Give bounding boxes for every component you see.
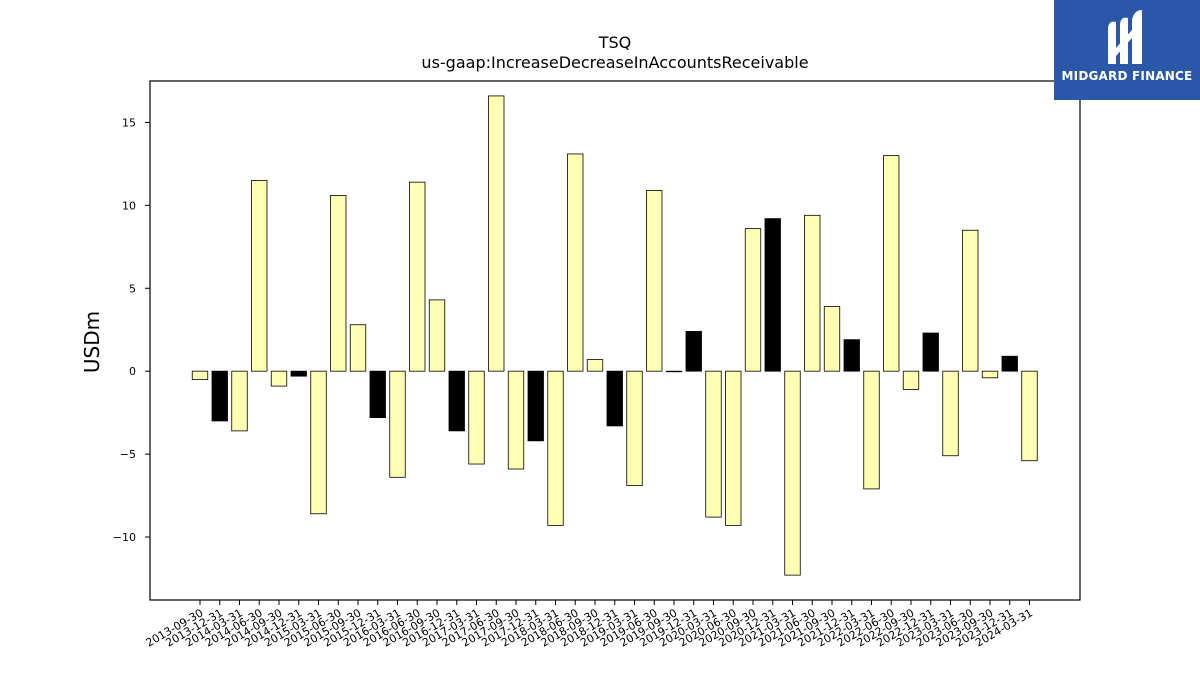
bar-2020-03-31 bbox=[705, 370, 722, 518]
bar-2016-03-31 bbox=[389, 370, 406, 478]
bar-2016-12-31 bbox=[448, 370, 465, 432]
bar-2014-03-31 bbox=[231, 370, 248, 432]
bar-2015-12-31 bbox=[369, 370, 386, 419]
y-tick-label: −10 bbox=[113, 531, 136, 544]
bar-2022-09-30 bbox=[902, 370, 920, 390]
bar-2023-06-30 bbox=[962, 229, 979, 372]
logo-badge: MIDGARD FINANCE bbox=[1054, 0, 1200, 100]
bar-2015-06-30 bbox=[330, 195, 347, 372]
bar-2024-03-31 bbox=[1021, 370, 1038, 462]
bar-2021-09-30 bbox=[823, 306, 841, 372]
y-tick-label: 0 bbox=[129, 365, 136, 378]
bar-2023-09-30 bbox=[981, 370, 999, 379]
bars-group bbox=[191, 95, 1038, 576]
bar-2021-03-31 bbox=[784, 370, 801, 576]
bar-2019-09-30 bbox=[665, 370, 683, 373]
chart-title: TSQ bbox=[598, 33, 632, 52]
bar-2018-12-31 bbox=[606, 370, 623, 427]
bar-2014-12-31 bbox=[290, 370, 307, 377]
bar-2021-06-30 bbox=[804, 214, 821, 372]
bar-2019-03-31 bbox=[626, 370, 643, 486]
bar-2020-12-31 bbox=[764, 218, 781, 372]
bar-2015-03-31 bbox=[310, 370, 327, 515]
bar-2013-09-30 bbox=[191, 370, 209, 380]
bar-2017-09-30 bbox=[507, 370, 525, 470]
bar-2020-06-30 bbox=[725, 370, 742, 526]
y-tick-label: −5 bbox=[120, 448, 136, 461]
y-tick-label: 5 bbox=[129, 282, 136, 295]
bar-2019-12-31 bbox=[685, 330, 702, 372]
bar-2020-09-30 bbox=[744, 228, 762, 372]
bar-2022-03-31 bbox=[863, 370, 880, 490]
bar-2022-12-31 bbox=[922, 332, 939, 372]
bar-2016-09-30 bbox=[428, 299, 446, 372]
bar-2022-06-30 bbox=[883, 155, 900, 372]
bar-2023-03-31 bbox=[942, 370, 959, 457]
y-tick-label: 15 bbox=[122, 116, 136, 129]
logo-text: MIDGARD FINANCE bbox=[1061, 69, 1193, 83]
plot-frame bbox=[149, 80, 1081, 601]
bar-2019-06-30 bbox=[646, 190, 663, 372]
bar-2021-12-31 bbox=[843, 339, 860, 372]
y-axis-label: USDm bbox=[80, 311, 104, 373]
y-tick-label: 10 bbox=[122, 199, 136, 212]
bar-2017-03-31 bbox=[468, 370, 485, 465]
bar-2016-06-30 bbox=[409, 181, 426, 372]
bar-2018-09-30 bbox=[586, 359, 604, 372]
x-ticks-group: 2013-09-302013-12-312014-03-312014-06-30… bbox=[144, 600, 1035, 650]
bar-2018-06-30 bbox=[567, 153, 584, 372]
bar-2015-09-30 bbox=[349, 324, 367, 372]
bar-2017-06-30 bbox=[488, 95, 505, 372]
bar-2014-06-30 bbox=[251, 180, 268, 372]
chart-subtitle: us-gaap:IncreaseDecreaseInAccountsReceiv… bbox=[421, 53, 808, 72]
bar-2014-09-30 bbox=[270, 370, 288, 387]
bar-2017-12-31 bbox=[527, 370, 544, 442]
midgard-m-logo-icon bbox=[1108, 10, 1142, 64]
bar-2023-12-31 bbox=[1001, 355, 1018, 372]
y-ticks-group: −10 −5 0 5 10 15 bbox=[113, 116, 150, 544]
bar-2018-03-31 bbox=[547, 370, 564, 526]
bar-2013-12-31 bbox=[211, 370, 228, 422]
